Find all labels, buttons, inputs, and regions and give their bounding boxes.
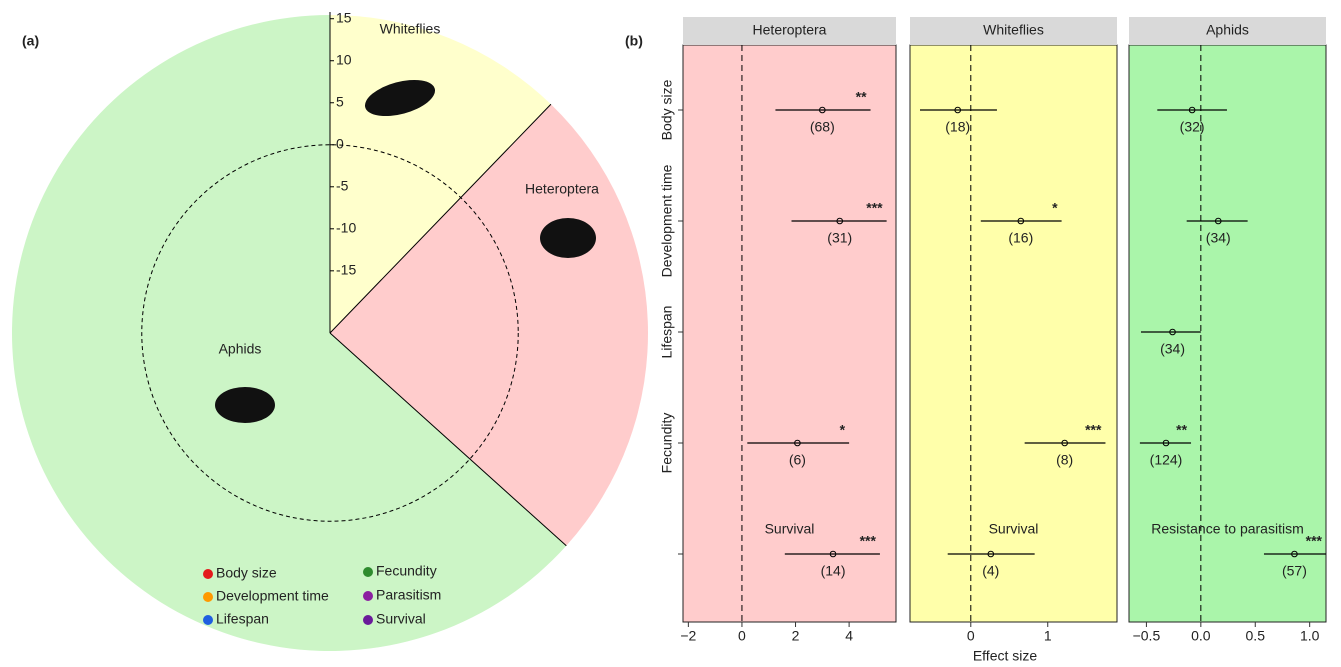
y-tick-label: Body size	[659, 79, 675, 140]
facet-title: Whiteflies	[983, 22, 1044, 38]
radial-tick-label: 15	[336, 9, 352, 25]
effect-point	[836, 217, 844, 225]
radial-tick-label: -10	[336, 220, 356, 236]
effect-point	[1169, 328, 1176, 336]
effect-point	[1188, 106, 1196, 114]
significance: **	[856, 89, 867, 105]
legend-label: Parasitism	[376, 587, 441, 603]
facet-title: Aphids	[1206, 22, 1249, 38]
effect-point	[819, 106, 826, 114]
significance: ***	[866, 200, 883, 216]
y-tick-label: Lifespan	[659, 306, 675, 359]
significance: *	[840, 422, 846, 438]
x-tick-label: −0.5	[1133, 628, 1161, 644]
clade-boundary	[329, 332, 567, 547]
facet-panel	[909, 44, 1118, 623]
sample-size: (32)	[1180, 119, 1205, 135]
effect-point	[829, 550, 837, 558]
zero-circle	[141, 144, 519, 522]
x-tick-label: 4	[845, 628, 853, 644]
facet-panel	[682, 44, 897, 623]
effect-point	[1162, 439, 1170, 447]
legend-dot	[203, 569, 213, 579]
sample-size: (68)	[810, 119, 835, 135]
sample-size: (4)	[982, 563, 999, 579]
legend-label: Body size	[216, 565, 277, 581]
legend-label: Survival	[376, 611, 426, 627]
significance: ***	[1085, 422, 1102, 438]
significance: **	[1176, 422, 1187, 438]
x-tick-label: 1.0	[1300, 628, 1320, 644]
significance: ***	[1306, 533, 1323, 549]
clade-label: Aphids	[219, 341, 262, 357]
x-tick-label: 0	[967, 628, 975, 644]
sample-size: (8)	[1056, 452, 1073, 468]
sample-size: (16)	[1008, 230, 1033, 246]
facet-strip	[910, 17, 1117, 45]
radial-tick-label: 10	[336, 51, 352, 67]
clade-label: Heteroptera	[525, 181, 599, 197]
sample-size: (31)	[827, 230, 852, 246]
sample-size: (34)	[1160, 341, 1185, 357]
clade-boundary	[329, 103, 552, 334]
radial-tick-label: -5	[336, 177, 349, 193]
effect-point	[1291, 550, 1298, 558]
radial-tick-label: -15	[336, 262, 356, 278]
effect-point	[987, 550, 995, 558]
facet-title: Heteroptera	[753, 22, 827, 38]
legend-label: Lifespan	[216, 611, 269, 627]
legend-dot	[203, 592, 213, 602]
legend-dot	[363, 567, 373, 577]
row-note: Survival	[989, 521, 1039, 537]
panel-label: (b)	[625, 33, 643, 49]
radial-tick-label: 0	[336, 135, 344, 151]
y-tick-label: Fecundity	[659, 413, 675, 474]
radial-tick-label: 5	[336, 93, 344, 109]
x-tick-label: −2	[680, 628, 696, 644]
legend-dot	[203, 615, 213, 625]
facet-panel	[1128, 44, 1327, 623]
x-tick-label: 0.0	[1191, 628, 1211, 644]
y-tick-label: Development time	[659, 164, 675, 277]
sample-size: (14)	[821, 563, 846, 579]
significance: ***	[860, 533, 877, 549]
row-note: Survival	[765, 521, 815, 537]
legend-dot	[363, 591, 373, 601]
effect-point	[1017, 217, 1025, 225]
panel-label: (a)	[22, 33, 39, 49]
aphid-icon	[215, 387, 275, 423]
effect-point	[954, 106, 962, 114]
effect-point	[1061, 439, 1068, 447]
facet-strip	[1129, 17, 1326, 45]
clade-sector	[330, 104, 648, 546]
facet-strip	[683, 17, 896, 45]
row-note: Resistance to parasitism	[1151, 521, 1304, 537]
effect-point	[794, 439, 801, 447]
sample-size: (6)	[789, 452, 806, 468]
whitefly-icon	[364, 79, 436, 117]
sample-size: (124)	[1150, 452, 1183, 468]
effect-point	[1214, 217, 1222, 225]
sample-size: (18)	[945, 119, 970, 135]
sample-size: (57)	[1282, 563, 1307, 579]
sample-size: (34)	[1206, 230, 1231, 246]
x-tick-label: 0	[738, 628, 746, 644]
legend-dot	[363, 615, 373, 625]
x-tick-label: 2	[792, 628, 800, 644]
clade-label: Whiteflies	[380, 21, 441, 37]
x-axis-title: Effect size	[973, 648, 1038, 664]
legend-label: Fecundity	[376, 563, 437, 579]
x-tick-label: 1	[1044, 628, 1052, 644]
x-tick-label: 0.5	[1246, 628, 1266, 644]
heteroptera-icon	[540, 218, 596, 258]
clade-sector	[11, 15, 567, 651]
significance: *	[1052, 200, 1058, 216]
legend-label: Development time	[216, 588, 329, 604]
